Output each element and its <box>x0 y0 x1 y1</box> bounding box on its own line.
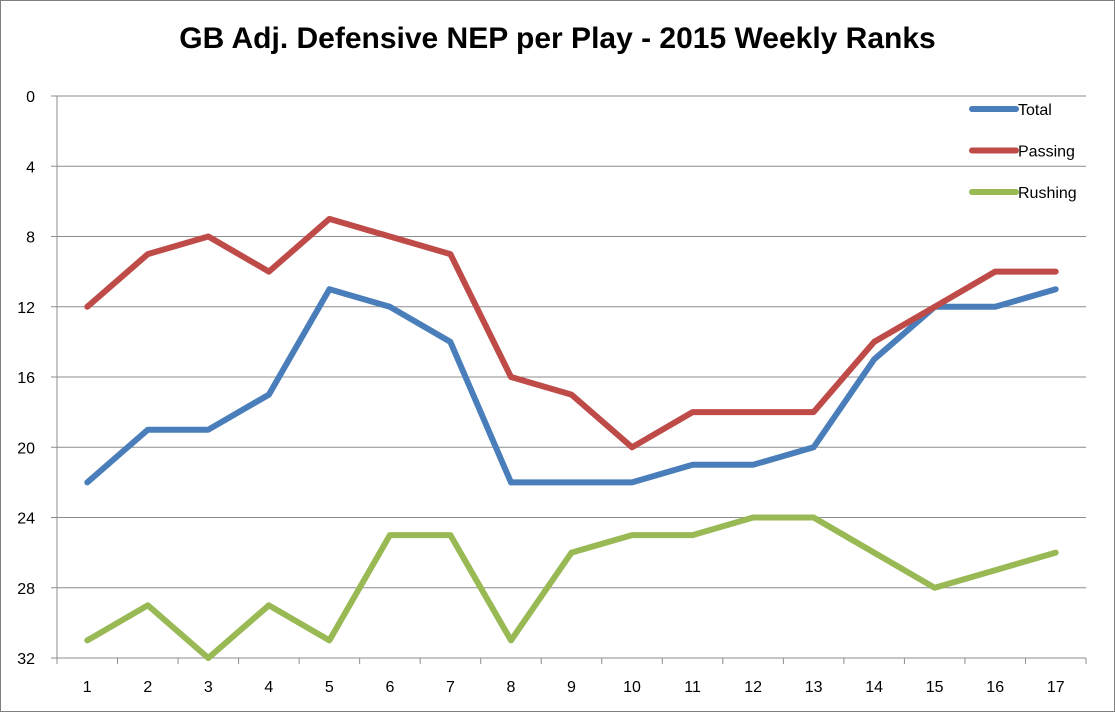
x-tick-label: 17 <box>1047 679 1065 696</box>
chart-title: GB Adj. Defensive NEP per Play - 2015 We… <box>179 22 936 55</box>
x-tick-label: 14 <box>865 679 883 696</box>
x-tick-label: 12 <box>744 679 762 696</box>
x-tick-label: 15 <box>926 679 944 696</box>
x-tick-label: 8 <box>507 679 516 696</box>
y-tick-label: 16 <box>17 370 35 387</box>
series-line-total <box>84 286 1059 486</box>
x-tick-label: 6 <box>385 679 394 696</box>
legend-label-rushing: Rushing <box>1018 185 1077 202</box>
y-tick-label: 8 <box>26 230 35 247</box>
x-tick-label: 9 <box>567 679 576 696</box>
series-line-passing <box>84 215 1059 451</box>
x-tick-label: 11 <box>684 679 701 696</box>
x-tick-label: 10 <box>623 679 641 696</box>
y-tick-label: 32 <box>17 651 35 668</box>
x-tick-label: 7 <box>446 679 455 696</box>
legend-label-passing: Passing <box>1018 144 1075 161</box>
x-tick-label: 16 <box>986 679 1004 696</box>
y-tick-label: 0 <box>26 89 35 106</box>
legend: Total Passing Rushing <box>969 102 1077 202</box>
y-tick-label: 28 <box>17 581 35 598</box>
legend-label-total: Total <box>1018 102 1052 119</box>
y-tick-label: 24 <box>17 511 35 528</box>
x-tick-label: 13 <box>805 679 823 696</box>
x-tick-label: 5 <box>325 679 334 696</box>
y-tick-label: 20 <box>17 440 35 457</box>
y-tick-label: 4 <box>26 159 35 176</box>
series-lines <box>84 215 1059 661</box>
y-tick-label: 12 <box>17 300 35 317</box>
x-tick-label: 4 <box>264 679 273 696</box>
x-tick-label: 2 <box>143 679 152 696</box>
x-tick-label: 3 <box>204 679 213 696</box>
series-line-rushing <box>84 514 1059 661</box>
x-tick-label: 1 <box>83 679 92 696</box>
gridlines <box>57 95 1086 659</box>
